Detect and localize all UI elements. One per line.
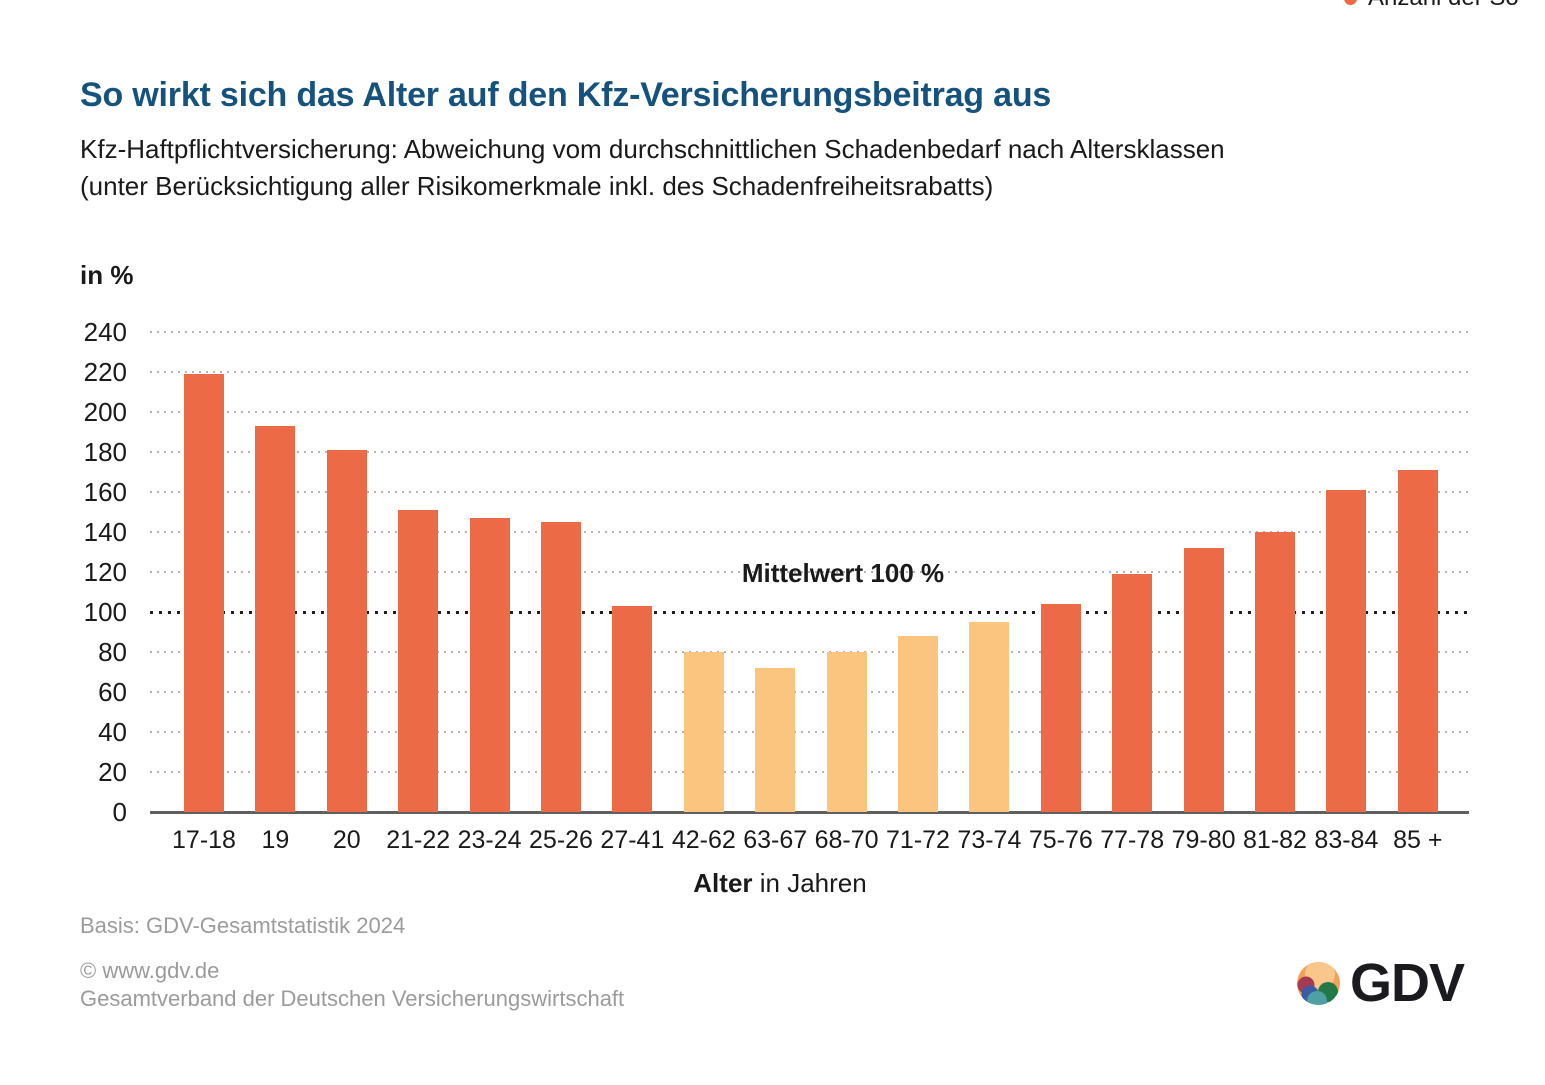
x-axis-line (150, 811, 1469, 814)
x-tick-label-63-67: 63-67 (743, 826, 808, 854)
gdv-logo-icon (1297, 962, 1340, 1005)
y-tick-label-160: 160 (83, 477, 127, 507)
bar-20 (326, 450, 367, 812)
x-tick-label-77-78: 77-78 (1100, 826, 1165, 854)
bar-71-72 (898, 636, 938, 812)
y-tick-label-40: 40 (98, 717, 127, 747)
y-tick-label-220: 220 (83, 357, 127, 387)
gridline-220 (150, 371, 1469, 373)
organization-note: Gesamtverband der Deutschen Versicherung… (80, 986, 625, 1011)
bar-23-24 (469, 518, 510, 812)
x-tick-label-71-72: 71-72 (886, 826, 950, 854)
x-tick-label-27-41: 27-41 (600, 826, 665, 854)
source-note: Basis: GDV-Gesamtstatistik 2024 (80, 913, 406, 938)
gridline-240 (150, 331, 1469, 333)
mean-annotation: Mittelwert 100 % (741, 558, 945, 588)
x-tick-label-81-82: 81-82 (1243, 826, 1307, 854)
x-axis-title-regular: in Jahren (752, 868, 867, 898)
copyright-note: © www.gdv.de (80, 958, 220, 983)
x-tick-label-75-76: 75-76 (1028, 826, 1093, 854)
x-tick-label-85 +: 85 + (1393, 826, 1443, 854)
y-tick-label-200: 200 (83, 397, 127, 427)
x-tick-label-73-74: 73-74 (957, 826, 1022, 854)
x-tick-label-17-18: 17-18 (172, 826, 236, 854)
x-tick-label-23-24: 23-24 (457, 826, 522, 854)
y-tick-label-0: 0 (112, 797, 127, 827)
x-axis-title: Alter in Jahren (693, 868, 866, 899)
bar-19 (255, 426, 296, 812)
x-tick-label-68-70: 68-70 (814, 826, 879, 854)
x-tick-label-79-80: 79-80 (1171, 826, 1236, 854)
bar-17-18 (184, 374, 224, 812)
gridline-80 (150, 651, 1469, 653)
y-tick-label-20: 20 (98, 757, 127, 787)
x-tick-label-83-84: 83-84 (1314, 826, 1379, 854)
gdv-logo: GDV (1297, 953, 1465, 1013)
chart-subtitle: Kfz-Haftpflichtversicherung: Abweichung … (80, 134, 1225, 201)
y-axis-unit-label: in % (80, 260, 134, 290)
bar-75-76 (1040, 604, 1081, 812)
bar-63-67 (755, 668, 796, 812)
gridline-120 (150, 571, 1469, 573)
x-tick-label-20: 20 (332, 826, 361, 854)
gridline-180 (150, 451, 1469, 453)
bar-83-84 (1326, 490, 1367, 812)
gdv-logo-text: GDV (1350, 953, 1465, 1013)
gridline-60 (150, 691, 1469, 693)
y-tick-label-60: 60 (98, 677, 127, 707)
page-title: So wirkt sich das Alter auf den Kfz-Vers… (80, 76, 1052, 114)
bar-27-41 (612, 606, 653, 812)
gridline-20 (150, 771, 1469, 773)
y-tick-label-120: 120 (83, 557, 127, 587)
bar-68-70 (826, 652, 867, 812)
plot-area: Mittelwert 100 % 0 20 40 60 80 100 120 140 160 18… (84, 317, 1469, 854)
x-tick-label-42-62: 42-62 (671, 826, 736, 854)
bar-81-82 (1255, 532, 1295, 812)
legend-item-clipped: Anzahl der So (1344, 0, 1519, 12)
bar-42-62 (683, 652, 724, 812)
y-tick-label-180: 180 (83, 437, 127, 467)
gridline-100 (150, 611, 1469, 614)
gridline-160 (150, 491, 1469, 493)
gridline-200 (150, 411, 1469, 413)
y-tick-label-240: 240 (83, 317, 127, 347)
gridline-40 (150, 731, 1469, 733)
y-tick-label-100: 100 (83, 597, 127, 627)
bar-77-78 (1112, 574, 1153, 812)
x-axis-title-bold: Alter (693, 868, 753, 898)
y-tick-label-80: 80 (98, 637, 127, 667)
legend-label: Anzahl der So (1368, 0, 1519, 12)
bar-85 + (1397, 470, 1438, 812)
x-tick-label-21-22: 21-22 (386, 826, 451, 854)
bar-79-80 (1183, 548, 1224, 812)
bar-73-74 (969, 622, 1010, 812)
x-tick-label-19: 19 (261, 826, 290, 854)
gridline-140 (150, 531, 1469, 533)
bar-25-26 (541, 522, 581, 812)
y-tick-label-140: 140 (83, 517, 127, 547)
bar-21-22 (398, 510, 439, 812)
x-tick-label-25-26: 25-26 (529, 826, 593, 854)
legend-dot-icon (1344, 0, 1357, 5)
